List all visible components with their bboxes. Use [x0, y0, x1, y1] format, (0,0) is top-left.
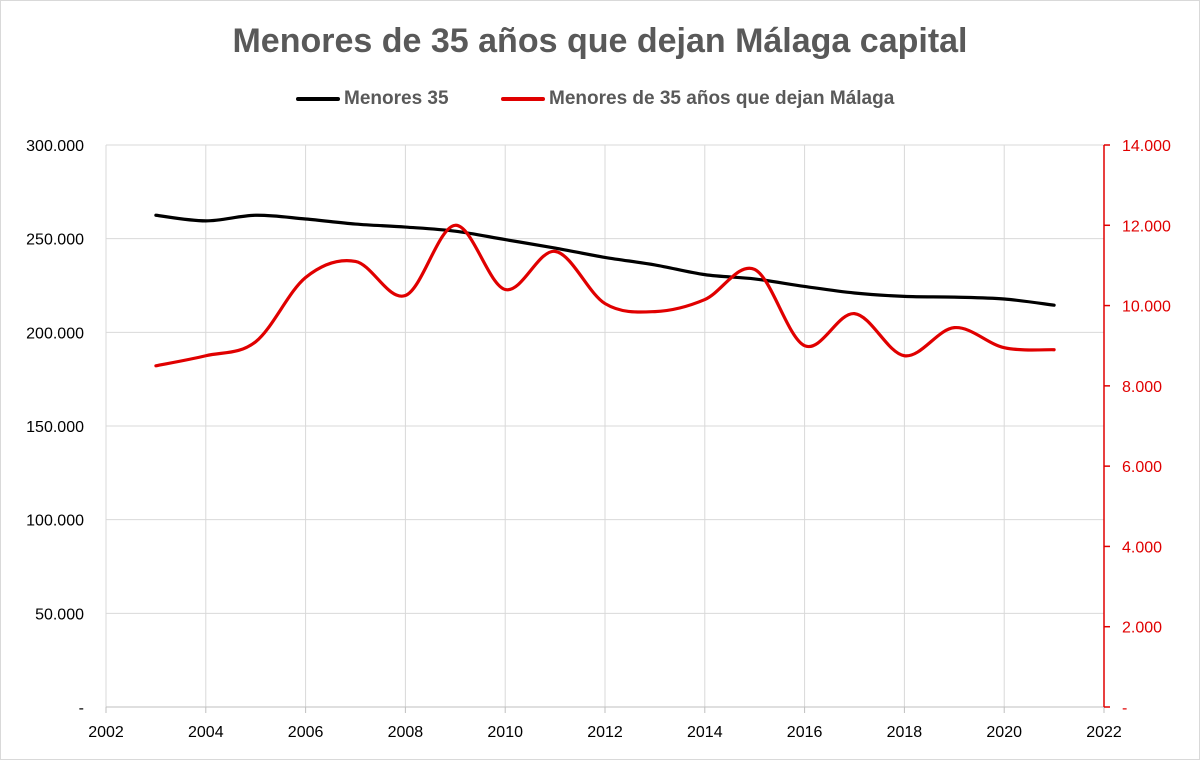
series-0-point-1 — [204, 219, 207, 223]
y-left-tick-label-1: 50.000 — [35, 606, 84, 623]
series-1-point-0 — [154, 364, 158, 367]
series-1-point-8 — [553, 250, 557, 253]
series-1-point-7 — [504, 288, 507, 291]
y-right-tick-label-2: 4.000 — [1122, 539, 1162, 556]
series-0-point-11 — [703, 273, 706, 276]
y-left-tick-label-4: 200.000 — [26, 325, 84, 342]
y-left-tick-label-3: 150.000 — [26, 419, 84, 436]
series-1-point-14 — [853, 312, 856, 315]
legend: Menores 35 Menores de 35 años que dejan … — [0, 88, 1200, 114]
series-1-point-5 — [404, 294, 407, 297]
series-1-point-11 — [703, 298, 706, 301]
series-1-point-16 — [953, 326, 956, 329]
series-1-point-15 — [903, 354, 906, 357]
series-1-point-9 — [603, 302, 607, 305]
series-0-point-3 — [304, 217, 307, 221]
y-right-tick-label-6: 12.000 — [1122, 218, 1171, 235]
y-left-tick-label-5: 250.000 — [26, 232, 84, 249]
series-0-point-7 — [504, 238, 507, 241]
y-right-tick-label-0: - — [1122, 700, 1127, 717]
x-tick-label-7: 2016 — [787, 724, 823, 741]
series-1-point-10 — [653, 310, 657, 313]
x-tick-label-3: 2008 — [388, 724, 424, 741]
series-0-point-8 — [553, 246, 557, 250]
y-right-tick-label-7: 14.000 — [1122, 138, 1171, 155]
grid-layer — [106, 144, 1105, 707]
series-0-point-12 — [753, 277, 756, 281]
series-1-point-13 — [803, 344, 806, 347]
series-0-point-15 — [903, 295, 906, 298]
legend-swatch-black — [296, 97, 340, 101]
y-right-tick-label-1: 2.000 — [1122, 620, 1162, 637]
series-1-point-12 — [753, 268, 756, 271]
y-right-tick-label-4: 8.000 — [1122, 379, 1162, 396]
series-0-point-18 — [1052, 303, 1056, 307]
legend-swatch-red — [501, 97, 545, 101]
series-0-point-4 — [354, 222, 357, 226]
x-tick-label-5: 2012 — [587, 724, 623, 741]
tick-label-layer: 2002 2004 2006 2008 2010 2012 2014 2016 2018 2020… — [26, 138, 1171, 741]
series-0-point-9 — [603, 256, 607, 259]
x-tick-label-9: 2020 — [986, 724, 1022, 741]
legend-item-dejan-malaga: Menores de 35 años que dejan Málaga — [501, 88, 894, 110]
series-1-point-18 — [1052, 348, 1056, 351]
legend-item-menores-35: Menores 35 — [296, 88, 449, 110]
legend-label-menores-35: Menores 35 — [344, 88, 449, 109]
chart-title: Menores de 35 años que dejan Málaga capi… — [232, 22, 968, 60]
x-tick-label-10: 2022 — [1086, 724, 1122, 741]
series-0-point-2 — [254, 214, 257, 217]
series-0-point-13 — [803, 285, 806, 288]
series-0-point-10 — [653, 263, 657, 267]
series-1-point-1 — [204, 354, 207, 357]
series-0-point-17 — [1003, 297, 1006, 301]
series-layer — [154, 213, 1056, 368]
series-0-point-16 — [953, 295, 956, 299]
x-tick-label-6: 2014 — [687, 724, 723, 741]
x-tick-label-1: 2004 — [188, 724, 224, 741]
series-1-point-17 — [1003, 346, 1006, 349]
x-tick-label-2: 2006 — [288, 724, 324, 741]
series-0-point-14 — [853, 291, 856, 295]
y-right-tick-label-3: 6.000 — [1122, 459, 1162, 476]
x-tick-label-8: 2018 — [887, 724, 923, 741]
legend-label-dejan-malaga: Menores de 35 años que dejan Málaga — [549, 88, 895, 109]
y-right-tick-label-5: 10.000 — [1122, 299, 1171, 316]
series-1-point-2 — [254, 340, 257, 343]
series-0-point-5 — [404, 225, 407, 229]
y-left-tick-label-0: - — [79, 700, 84, 717]
series-0-point-6 — [454, 229, 457, 233]
x-tick-label-4: 2010 — [487, 724, 523, 741]
series-1-point-3 — [304, 276, 307, 279]
axis-layer — [105, 144, 1110, 713]
y-left-tick-label-2: 100.000 — [26, 513, 84, 530]
series-1-point-6 — [454, 224, 457, 227]
y-left-tick-label-6: 300.000 — [26, 138, 84, 155]
x-tick-label-0: 2002 — [88, 724, 124, 741]
series-1-point-4 — [354, 260, 357, 263]
series-0-point-0 — [154, 214, 158, 217]
